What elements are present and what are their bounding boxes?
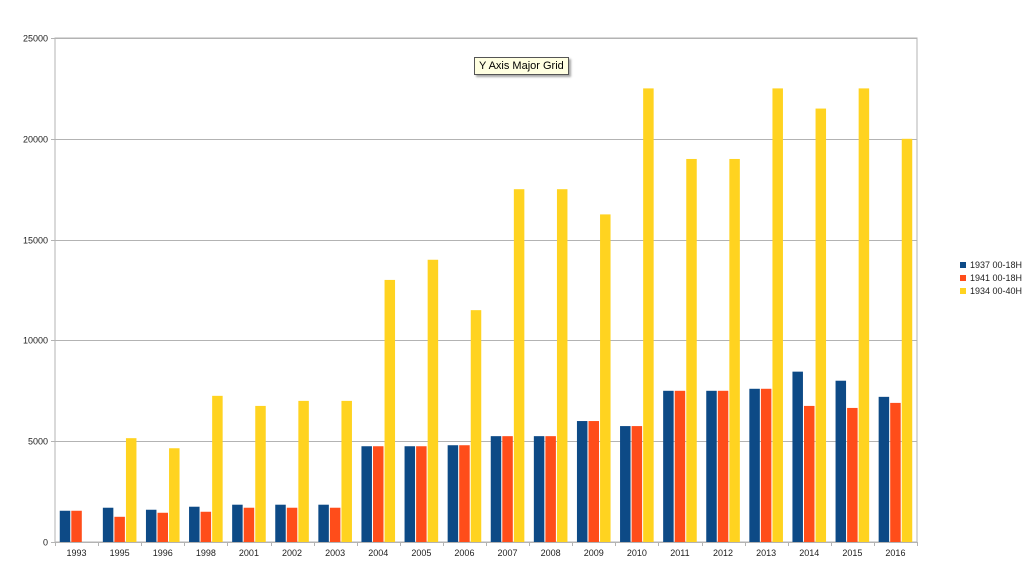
bar [298,400,309,542]
bar [643,88,654,543]
bar [404,446,416,542]
y-major-grid[interactable] [54,37,918,543]
x-tick-label: 2003 [325,548,345,558]
x-tick-label: 2005 [411,548,431,558]
bar [125,438,137,542]
y-tick-label: 25000 [23,34,48,44]
bar [416,446,427,542]
bar [157,512,168,542]
bar [772,88,783,543]
bar [729,158,740,542]
bar [318,504,329,542]
bar [706,390,717,542]
bar [459,445,470,542]
x-tick-label: 2002 [282,548,302,558]
tooltip: Y Axis Major Grid [474,57,569,75]
bar [286,507,298,542]
x-tick-label: 2006 [454,548,474,558]
bar [815,108,827,542]
x-tick-label: 2004 [368,548,388,558]
bar [145,509,157,542]
legend-swatch [960,262,966,268]
bar [275,504,286,542]
legend-label: 1937 00-18H [970,260,1022,270]
y-tick-label: 15000 [23,236,48,246]
bar [576,421,588,542]
bar [556,189,568,542]
plot-area [54,37,918,543]
x-tick-label: 2008 [541,548,561,558]
x-tick-label: 2016 [885,548,905,558]
bar [600,214,611,542]
legend: 1937 00-18H 1941 00-18H 1934 00-40H [960,260,1022,296]
bar [470,310,482,542]
x-tick-label: 2015 [842,548,862,558]
bar [533,436,545,542]
bar [361,446,372,542]
bar [620,426,631,542]
bar [749,388,760,542]
x-tick-label: 2001 [239,548,259,558]
bar [890,402,901,542]
bar [232,504,243,542]
y-tick-label: 20000 [23,135,48,145]
bar [329,507,341,542]
bars [59,88,913,543]
legend-swatch [960,288,966,294]
bar [674,390,686,542]
bar [858,88,870,543]
x-tick-label: 2010 [627,548,647,558]
bar [792,371,803,542]
bar [847,407,858,542]
bar [200,511,212,542]
bar [255,405,266,542]
bar [243,507,255,542]
x-tick-label: 2014 [799,548,819,558]
x-tick-label: 2013 [756,548,776,558]
x-tick-label: 1995 [110,548,130,558]
bar [513,189,525,542]
legend-swatch [960,275,966,281]
bar [341,400,352,542]
x-tick-label: 2012 [713,548,733,558]
bar [878,396,890,542]
x-tick-label: 2011 [670,548,689,558]
bar [102,507,114,542]
bar [835,380,847,542]
x-tick-label: 1996 [153,548,173,558]
bar [804,405,815,542]
bar [212,395,223,542]
bar [447,445,459,542]
bar [373,446,384,542]
bar [545,436,556,542]
bar [169,448,180,542]
legend-label: 1941 00-18H [970,273,1022,283]
x-tick-label: 2007 [498,548,518,558]
axes: 0 5000 10000 15000 20000 25000 1993 1995 1996 199… [23,34,918,558]
bar [490,436,502,542]
bar [189,506,200,542]
y-tick-label: 5000 [28,437,48,447]
bar [71,510,82,542]
x-tick-label: 2009 [584,548,604,558]
x-tick-label: 1993 [67,548,87,558]
y-tick-label: 10000 [23,336,48,346]
legend-label: 1934 00-40H [970,286,1022,296]
bar [114,516,125,542]
bar [663,390,674,542]
bar [901,138,913,543]
bar [427,259,439,542]
bar [502,436,513,542]
bar [588,421,599,542]
y-tick-label: 0 [43,538,48,548]
x-tick-label: 1998 [196,548,216,558]
bar [59,510,71,542]
bar [760,388,772,542]
bar [631,426,643,542]
bar [717,390,729,542]
bar [686,158,697,542]
bar [384,279,396,542]
